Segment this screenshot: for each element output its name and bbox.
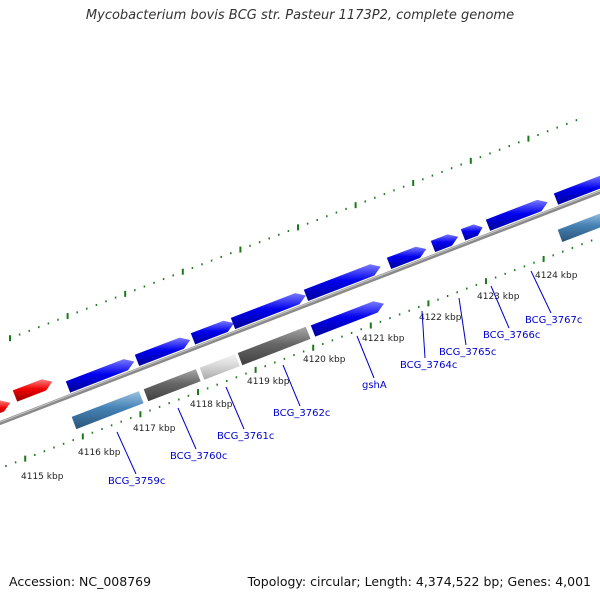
gene-block[interactable] [199,354,240,380]
gene-block[interactable] [237,326,311,366]
kbp-label: 4116 kbp [78,448,121,458]
gene-label[interactable]: BCG_3767c [525,315,582,326]
leader-line [458,297,467,346]
gene-label[interactable]: BCG_3766c [483,330,540,341]
outer-gc-track [9,119,578,342]
forward-gene-arrow[interactable] [460,224,483,241]
gene-label[interactable]: BCG_3765c [439,347,496,358]
leader-line [490,285,510,329]
leader-line [356,335,375,379]
gene-track [0,175,600,430]
inner-gc-track [5,239,593,467]
label-leaders [116,270,552,475]
leader-line [530,270,552,314]
kbp-label: 4119 kbp [247,377,290,387]
forward-gene-arrow[interactable] [485,199,548,231]
kbp-label: 4123 kbp [477,292,520,302]
backbone-highlight [0,190,600,423]
leader-line [116,431,137,475]
forward-gene-arrow[interactable] [430,234,459,253]
kbp-label: 4115 kbp [21,472,64,482]
rna-gene-block[interactable] [71,391,144,430]
forward-gene-arrow[interactable] [303,264,381,301]
reverse-gene-arrow[interactable] [0,400,11,417]
map-title: Mycobacterium bovis BCG str. Pasteur 117… [85,8,515,23]
rna-gene-block[interactable] [557,212,600,242]
forward-gene-arrow[interactable] [553,175,600,205]
gene-labels: BCG_3759c BCG_3760c BCG_3761c BCG_3762c … [108,315,582,487]
backbone-line [0,190,600,425]
leader-line [177,407,197,450]
forward-gene-arrow[interactable] [65,359,135,393]
gene-label[interactable]: BCG_3762c [273,408,330,419]
gene-label[interactable]: gshA [362,380,387,391]
reverse-gene-arrow[interactable] [12,379,53,402]
leader-line [421,310,426,359]
genome-info-text: Topology: circular; Length: 4,374,522 bp… [247,574,591,589]
gene-block[interactable] [143,369,201,402]
kbp-label: 4122 kbp [419,313,462,323]
forward-gene-arrow[interactable] [230,293,306,330]
kbp-label: 4120 kbp [303,355,346,365]
kbp-label: 4124 kbp [535,271,578,281]
forward-gene-arrow[interactable] [386,246,427,269]
forward-gene-arrow[interactable] [190,320,235,345]
kbp-label: 4118 kbp [190,400,233,410]
leader-line [282,364,301,407]
gene-label[interactable]: BCG_3764c [400,360,457,371]
gene-label[interactable]: BCG_3761c [217,431,274,442]
gene-label[interactable]: BCG_3760c [170,451,227,462]
kbp-label: 4117 kbp [133,424,176,434]
scale-labels: 4115 kbp 4116 kbp 4117 kbp 4118 kbp 4119… [21,271,578,482]
forward-gene-arrow[interactable] [134,337,191,366]
kbp-label: 4121 kbp [362,334,405,344]
forward-gene-arrow[interactable] [310,301,384,337]
leader-line [225,386,245,430]
gene-label[interactable]: BCG_3759c [108,476,165,487]
accession-text: Accession: NC_008769 [9,574,152,589]
